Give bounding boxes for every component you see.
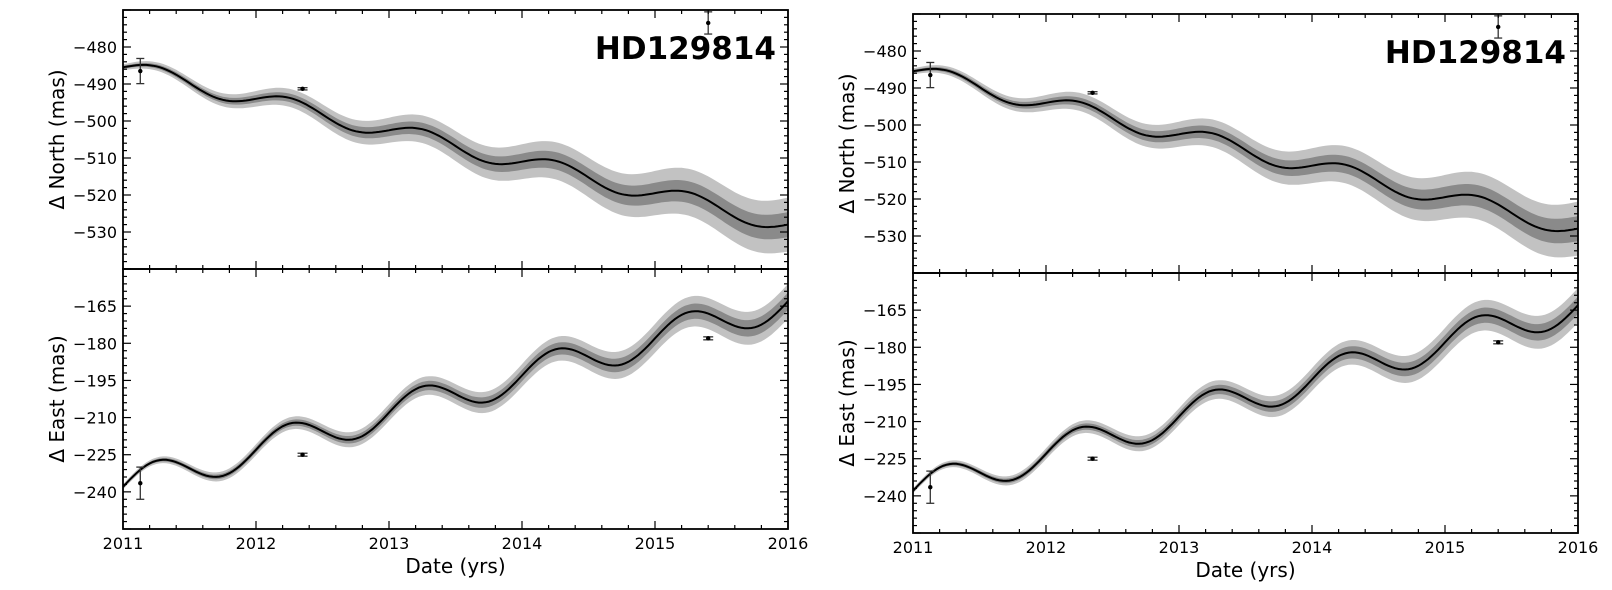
data-point-marker [928,484,933,490]
chart-panel-right-bottom: 2011 2012 2013 2014 2015 2016 −165 −180 −195 −210… [835,272,1599,582]
y-tick-label: −480 [73,38,117,57]
y-tick-label: −480 [863,42,907,61]
axes-frame [122,268,789,530]
data-point-marker [1090,90,1095,96]
y-tick-label: −165 [73,297,117,316]
y-tick-label: −240 [73,483,117,502]
data-point-marker [928,72,933,78]
x-tick-label: 2016 [768,534,809,553]
data-point-marker [1090,456,1095,461]
y-tick-label: −490 [73,75,117,94]
y-tick-label: −530 [863,227,907,246]
y-axis-label: Δ East (mas) [45,335,69,462]
star-name-title: HD129814 [1385,35,1566,71]
chart-panel-left-bottom: 2011 2012 2013 2014 2015 2016 −165 −180 −195 −210… [45,268,809,578]
y-axis-label: Δ North (mas) [835,73,859,213]
plot-area [123,11,788,254]
x-axis-label: Date (yrs) [1195,558,1295,582]
axes-frame [912,272,1579,534]
uncertainty-band-outer [913,287,1578,494]
x-tick-label: 2012 [1026,538,1067,557]
uncertainty-band-inner [913,67,1578,244]
plot-area [913,15,1578,258]
y-axis-label: Δ East (mas) [835,339,859,466]
y-tick-label: −195 [863,375,907,394]
model-orbit-line [913,67,1578,233]
data-point-marker [300,86,305,92]
y-tick-label: −225 [863,450,907,469]
uncertainty-band-outer [123,61,788,254]
x-tick-label: 2014 [1292,538,1333,557]
y-tick-label: −210 [73,409,117,428]
data-point [926,61,935,89]
uncertainty-band-outer [123,283,788,490]
data-point [297,86,308,92]
data-point [1493,340,1504,345]
plot-area [123,283,788,500]
data-point [926,470,935,504]
data-point [703,336,714,341]
data-point-marker [138,68,143,74]
data-point-marker [1496,340,1501,345]
data-point-marker [1496,24,1501,30]
x-tick-label: 2013 [1159,538,1200,557]
data-point [1087,90,1098,96]
y-tick-label: −210 [863,413,907,432]
x-tick-label: 2015 [1425,538,1466,557]
model-orbit-line [913,304,1578,492]
y-tick-label: −510 [73,149,117,168]
y-axis-label: Δ North (mas) [45,69,69,209]
y-tick-label: −195 [73,371,117,390]
y-tick-label: −490 [863,79,907,98]
y-tick-label: −180 [863,338,907,357]
x-tick-label: 2011 [103,534,144,553]
y-tick-label: −500 [73,112,117,131]
data-point-marker [706,336,711,341]
data-point-marker [706,20,711,26]
uncertainty-band-outer [913,65,1578,258]
data-point [136,57,145,85]
x-tick-label: 2015 [635,534,676,553]
y-tick-label: −225 [73,446,117,465]
y-tick-label: −510 [863,153,907,172]
uncertainty-band-inner [123,63,788,240]
y-tick-label: −500 [863,116,907,135]
y-tick-label: −165 [863,301,907,320]
uncertainty-band-inner [123,292,788,489]
model-orbit-line [123,300,788,488]
y-tick-label: −520 [863,190,907,209]
x-tick-label: 2011 [893,538,934,557]
y-tick-label: −180 [73,334,117,353]
data-point-marker [138,480,143,486]
uncertainty-band-inner [913,296,1578,493]
y-tick-label: −520 [73,186,117,205]
y-tick-label: −530 [73,223,117,242]
x-axis-label: Date (yrs) [405,554,505,578]
x-tick-label: 2014 [502,534,543,553]
model-orbit-line [123,63,788,229]
x-tick-label: 2016 [1558,538,1599,557]
data-point [1087,456,1098,461]
data-point [136,466,145,500]
y-tick-label: −240 [863,487,907,506]
plot-area [913,287,1578,504]
x-tick-label: 2013 [369,534,410,553]
x-tick-label: 2012 [236,534,277,553]
data-point [297,452,308,457]
data-point-marker [300,452,305,457]
star-name-title: HD129814 [595,31,776,67]
